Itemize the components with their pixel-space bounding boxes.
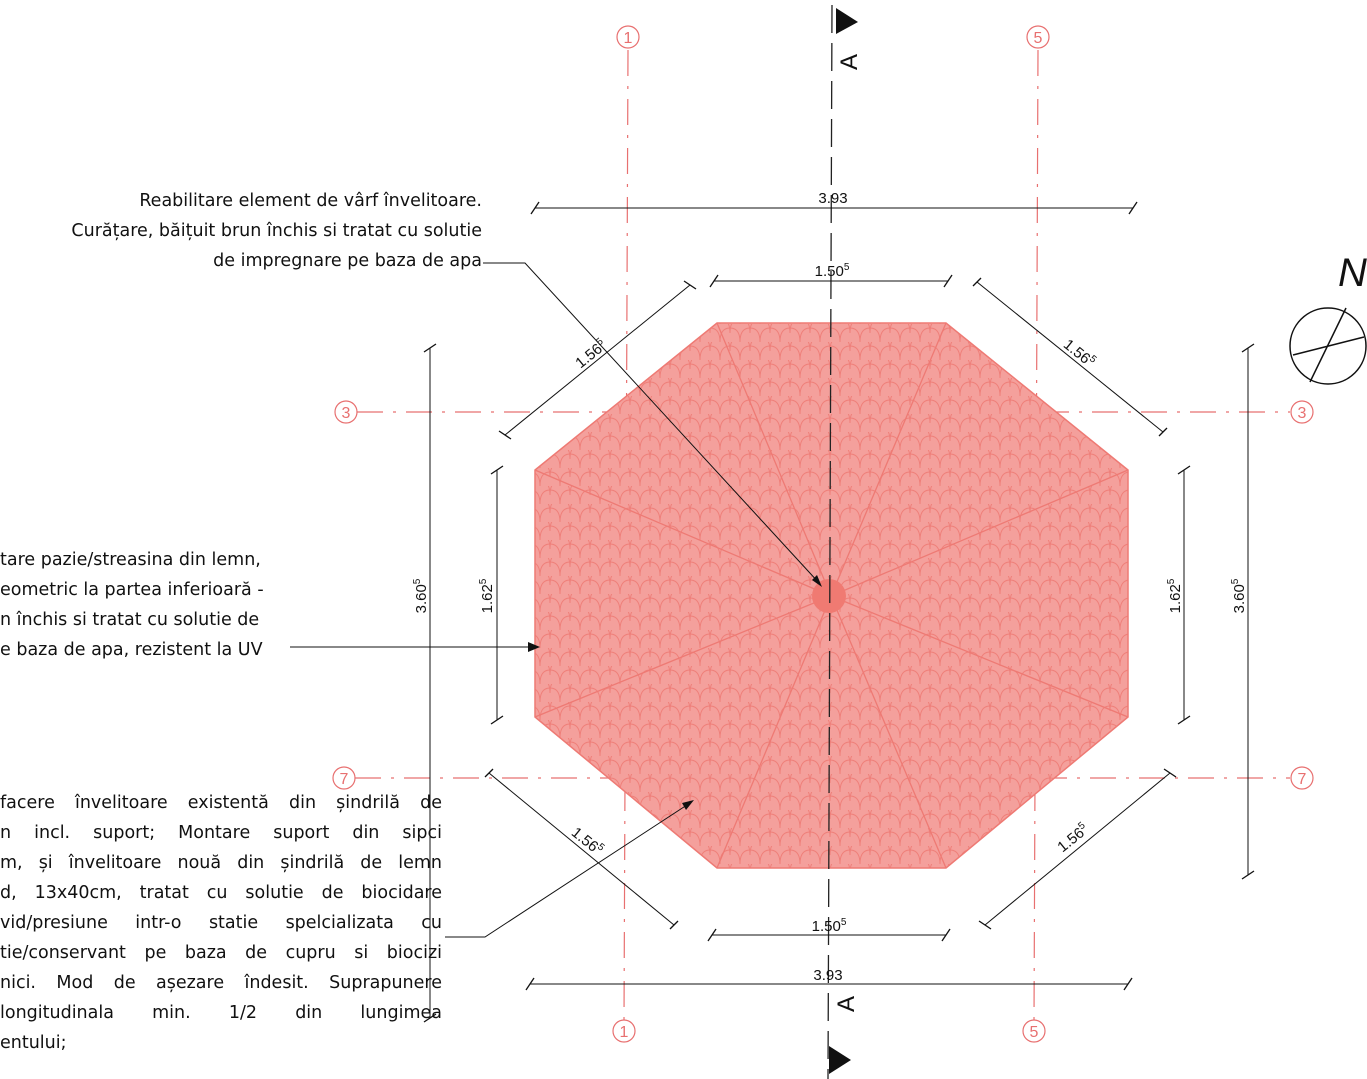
- axis-label-7-right: 7: [1298, 771, 1307, 788]
- north-arrow-icon: N: [1289, 251, 1367, 385]
- dim-overall-width-bottom: 3.93: [813, 967, 842, 984]
- axis-label-1-top: 1: [624, 30, 633, 47]
- axis-marker-1-bottom: [612, 1019, 636, 1043]
- dimension-lines: [429, 207, 1249, 1018]
- axis-marker-5-bottom: [1022, 1019, 1046, 1043]
- axis-labels: 1 1 5 5 3 3 7 7: [340, 30, 1307, 1041]
- note-shingles-line-5: vid/presiune intr-o statie spelcializata…: [0, 913, 442, 933]
- dim-overall-height-left: 3.605: [412, 578, 430, 613]
- leader-shingles: [445, 802, 691, 938]
- note-eaves: tare pazie/streasina din lemn, eometric …: [0, 545, 300, 665]
- note-peak-line-2: Curățare, băițuit brun închis si tratat …: [71, 221, 482, 241]
- axis-marker-7-right: [1290, 766, 1314, 790]
- leader-arrow-shingles-icon: [682, 800, 694, 810]
- note-eaves-line-1: tare pazie/streasina din lemn,: [0, 550, 261, 570]
- axis-marker-3-left: [334, 400, 358, 424]
- dim-side-left: 1.625: [478, 578, 496, 613]
- section-arrow-top-icon: [836, 8, 858, 34]
- leader-peak: [483, 262, 821, 585]
- axis-label-3-right: 3: [1298, 405, 1307, 422]
- axis-marker-3-right: [1290, 400, 1314, 424]
- note-shingles-line-3: m, și învelitoare nouă din șindrilă de l…: [0, 853, 442, 873]
- note-peak-element: Reabilitare element de vârf învelitoare.…: [71, 186, 482, 276]
- dimension-ticks: [423, 201, 1255, 1023]
- axis-label-1-bottom: 1: [620, 1024, 629, 1041]
- note-peak-line-1: Reabilitare element de vârf învelitoare.: [139, 191, 482, 211]
- leader-arrow-peak-icon: [812, 575, 822, 587]
- section-label-top: A: [836, 54, 863, 70]
- leader-arrow-eaves-icon: [528, 642, 540, 652]
- axis-marker-1-top: [616, 25, 640, 49]
- note-peak-line-3: de impregnare pe baza de apa: [213, 251, 482, 271]
- note-shingles: facere învelitoare existentă din șindril…: [0, 788, 442, 1058]
- dim-bottom-edge: 1.505: [812, 917, 847, 935]
- note-shingles-line-8: longitudinala min. 1/2 din lungimea: [0, 1003, 442, 1023]
- leader-lines: [290, 262, 821, 938]
- section-arrow-bottom-icon: [829, 1046, 851, 1074]
- dim-side-right: 1.625: [1166, 578, 1184, 613]
- dim-diag-bottom-right: 1.565: [1054, 820, 1093, 856]
- note-shingles-line-4: d, 13x40cm, tratat cu solutie de biocida…: [0, 883, 442, 903]
- dim-diag-top-right: 1.565: [1060, 335, 1099, 371]
- note-eaves-line-3: n închis si tratat cu solutie de: [0, 610, 260, 630]
- note-shingles-line-1: facere învelitoare existentă din șindril…: [0, 793, 442, 813]
- section-label-bottom: A: [833, 996, 860, 1012]
- axis-label-7-left: 7: [340, 771, 349, 788]
- north-label: N: [1338, 251, 1367, 295]
- note-shingles-line-6: tie/conservant pe baza de cupru si bioci…: [0, 943, 442, 963]
- note-shingles-line-2: n incl. suport; Montare suport din sipci: [0, 823, 442, 843]
- dim-overall-height-right: 3.605: [1230, 578, 1248, 613]
- note-eaves-line-4: e baza de apa, rezistent la UV: [0, 640, 263, 660]
- section-line-a: A A: [827, 4, 863, 1079]
- note-shingles-line-7: nici. Mod de așezare îndesit. Suprapuner…: [0, 973, 442, 993]
- dim-top-edge: 1.505: [815, 262, 850, 280]
- axis-label-5-top: 5: [1034, 30, 1043, 47]
- dim-diag-top-left: 1.565: [572, 336, 611, 372]
- roof-peak-element: [812, 579, 846, 613]
- axis-label-3-left: 3: [342, 405, 351, 422]
- note-shingles-line-9: entului;: [0, 1033, 67, 1053]
- axis-label-5-bottom: 5: [1030, 1024, 1039, 1041]
- axis-marker-7-left: [332, 766, 356, 790]
- axis-marker-5-top: [1026, 25, 1050, 49]
- dim-overall-width-top: 3.93: [818, 190, 847, 207]
- note-eaves-line-2: eometric la partea inferioară -: [0, 580, 264, 600]
- roof-octagon: [534, 322, 1129, 869]
